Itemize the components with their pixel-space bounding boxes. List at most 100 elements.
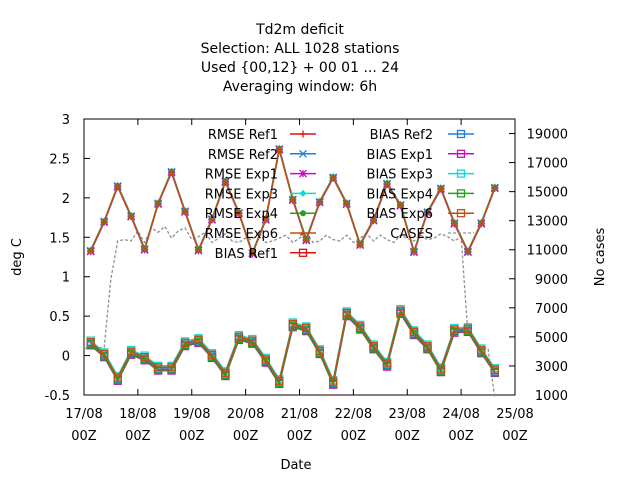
- legend-item: RMSE Ref2: [208, 148, 316, 163]
- x-tick-label: 23/08: [389, 407, 426, 422]
- marker-square: [463, 324, 473, 333]
- marker-square: [207, 350, 217, 359]
- marker-triangle: [299, 229, 307, 236]
- y2-tick-label: 3000: [535, 360, 568, 375]
- marker-triangle: [168, 168, 176, 175]
- series-line: [90, 307, 496, 383]
- marker-square: [456, 189, 466, 198]
- marker-square: [450, 325, 459, 334]
- marker-triangle: [262, 215, 270, 222]
- legend-label: BIAS Ref1: [215, 247, 278, 262]
- marker-triangle: [370, 216, 378, 223]
- legend-item: BIAS Ref1: [215, 247, 316, 262]
- y-tick-label: 2: [62, 192, 70, 207]
- marker-square: [167, 363, 176, 372]
- marker-square: [248, 336, 257, 345]
- legend-item: CASES: [390, 227, 474, 242]
- marker-triangle: [437, 184, 445, 191]
- y-axis-label: deg C: [10, 238, 25, 276]
- marker-triangle: [208, 215, 216, 222]
- marker-square: [126, 347, 136, 356]
- marker-square: [315, 346, 324, 355]
- marker-square: [436, 364, 446, 374]
- marker-square: [234, 332, 244, 341]
- y-tick-label: -0.5: [45, 389, 70, 404]
- y-tick-label: 3: [62, 113, 70, 128]
- legend-label: RMSE Ref1: [208, 128, 278, 143]
- marker-triangle: [343, 199, 351, 206]
- series-bias-exp4: [86, 308, 499, 389]
- x-tick-label: 19/08: [173, 407, 210, 422]
- marker-square: [298, 248, 308, 257]
- title-line: Used {00,12} + 00 01 ... 24: [201, 60, 399, 76]
- legend-item: BIAS Exp6: [367, 207, 474, 222]
- marker-square: [261, 355, 270, 364]
- title-line: Averaging window: 6h: [223, 79, 377, 95]
- marker-plus: [299, 130, 307, 138]
- y-tick-label: 1: [62, 271, 70, 286]
- marker-square: [477, 345, 486, 355]
- marker-square: [153, 363, 163, 372]
- marker-triangle: [114, 182, 122, 189]
- marker-square: [194, 335, 203, 344]
- marker-triangle: [450, 219, 458, 226]
- marker-square: [382, 359, 392, 368]
- legend-item: BIAS Ref2: [370, 128, 474, 143]
- x-tick-label: 25/08: [496, 407, 533, 422]
- marker-star: [299, 169, 307, 178]
- title-line: Td2m deficit: [255, 22, 344, 38]
- series-bias-exp3: [86, 304, 499, 385]
- marker-square: [288, 319, 297, 329]
- marker-square: [490, 365, 499, 374]
- marker-triangle: [329, 173, 337, 180]
- y-tick-label: 2.5: [49, 152, 70, 167]
- marker-square: [275, 376, 284, 385]
- y2-tick-label: 9000: [535, 273, 568, 288]
- marker-triangle: [248, 249, 256, 256]
- marker-square: [369, 341, 378, 351]
- legend-label: BIAS Ref2: [370, 128, 433, 143]
- marker-square: [355, 322, 365, 331]
- y2-tick-label: 5000: [535, 331, 568, 346]
- y2-tick-label: 13000: [527, 215, 568, 230]
- marker-triangle: [302, 236, 310, 243]
- marker-square: [456, 129, 466, 139]
- marker-triangle: [235, 209, 243, 216]
- legend-item: BIAS Exp4: [367, 187, 474, 202]
- marker-square: [86, 338, 95, 347]
- legend-item: BIAS Exp3: [367, 168, 474, 183]
- x-tick-label: 00Z: [125, 429, 151, 444]
- legend-item: RMSE Ref1: [208, 128, 316, 143]
- x-axis-label: Date: [280, 458, 311, 473]
- marker-square: [100, 349, 109, 359]
- series-line: [90, 308, 496, 385]
- y2-tick-label: 1000: [535, 389, 568, 404]
- marker-square: [409, 327, 419, 337]
- marker-triangle: [127, 212, 135, 219]
- x-tick-label: 21/08: [281, 407, 318, 422]
- x-tick-label: 24/08: [442, 407, 479, 422]
- marker-square: [113, 373, 122, 382]
- legend-label: BIAS Exp6: [367, 207, 433, 222]
- marker-square: [221, 368, 230, 378]
- legend-item: RMSE Exp1: [205, 168, 316, 183]
- marker-triangle: [181, 207, 189, 214]
- marker-triangle: [491, 184, 499, 191]
- marker-square: [456, 169, 466, 178]
- legend-label: RMSE Exp6: [205, 227, 278, 242]
- y2-tick-label: 11000: [527, 244, 568, 259]
- x-tick-label: 00Z: [341, 429, 367, 444]
- series-line-cases: [83, 225, 496, 398]
- marker-triangle: [464, 247, 472, 254]
- legend-label: BIAS Exp1: [367, 148, 433, 163]
- marker-triangle: [289, 195, 297, 202]
- x-tick-label: 17/08: [65, 407, 102, 422]
- marker-square: [342, 308, 351, 318]
- marker-triangle: [383, 180, 391, 187]
- marker-triangle: [87, 247, 95, 254]
- legend-item: RMSE Exp6: [205, 227, 316, 242]
- legend-label: CASES: [390, 227, 433, 242]
- marker-triangle: [356, 240, 364, 247]
